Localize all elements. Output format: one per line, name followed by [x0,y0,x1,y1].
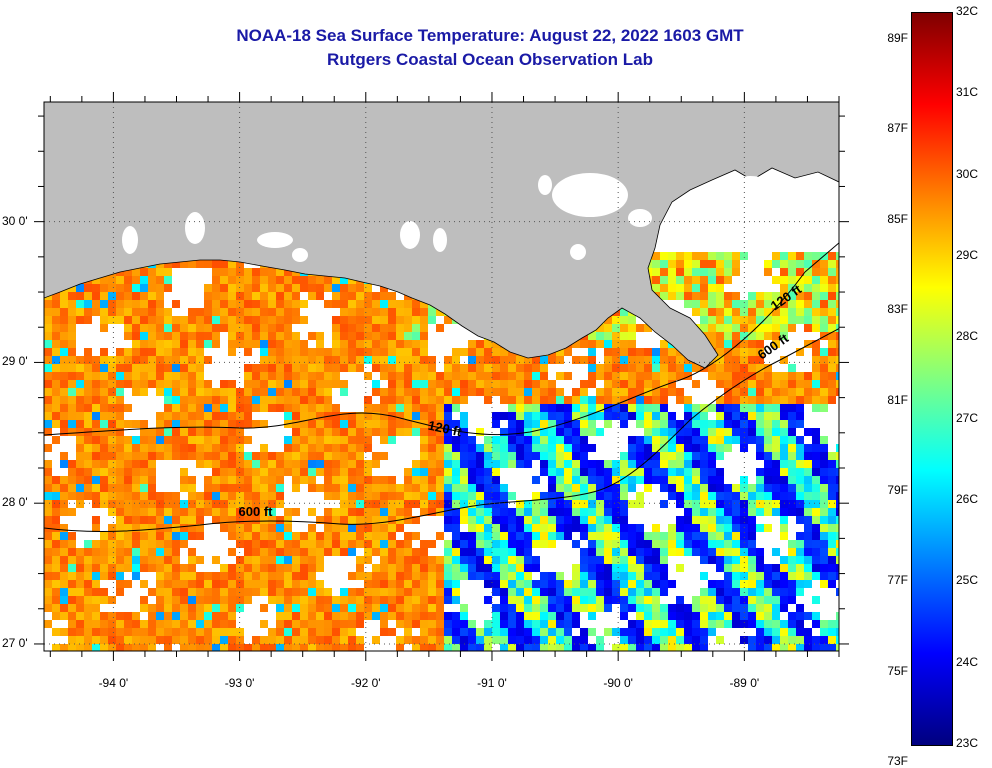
lon-label: -94 0' [98,676,129,690]
colorbar-celsius-label: 30C [956,166,979,181]
lat-label: 27 0' [2,635,28,650]
depth-contours [44,242,839,532]
colorbar-celsius-label: 24C [956,654,979,669]
temperature-colorbar [911,12,953,746]
colorbar-fahrenheit-label: 75F [887,663,908,678]
contour-600ft [44,327,839,532]
lat-label: 30 0' [2,213,28,228]
colorbar-celsius-label: 23C [956,736,979,750]
colorbar-celsius-label: 27C [956,410,979,425]
lon-label: -93 0' [224,676,255,690]
contour-label: 600 ft [238,504,273,520]
colorbar-fahrenheit-label: 89F [887,31,908,46]
colorbar-fahrenheit-label: 77F [887,573,908,588]
colorbar-celsius-label: 31C [956,85,979,100]
colorbar-fahrenheit-label: 79F [887,482,908,497]
colorbar-celsius-label: 25C [956,573,979,588]
lon-label: -89 0' [729,676,760,690]
lat-label: 28 0' [2,495,28,510]
lat-label: 29 0' [2,354,28,369]
colorbar-fahrenheit-label: 73F [887,754,908,768]
inland-lakes [122,173,775,262]
lon-label: -92 0' [350,676,381,690]
map-frame [43,101,840,652]
colorbar-celsius-label: 32C [956,4,979,18]
contour-120ft-west [44,242,839,436]
colorbar-fahrenheit-label: 85F [887,211,908,226]
lon-label: -91 0' [477,676,507,690]
lon-label: -90 0' [603,676,633,690]
colorbar-fahrenheit-label: 87F [887,121,908,136]
colorbar-fahrenheit-label: 81F [887,392,908,407]
sst-data-layer [44,252,839,651]
colorbar-celsius-label: 28C [956,329,979,344]
map-subtitle: Rutgers Coastal Ocean Observation Lab [327,50,653,69]
frame-ticks [34,92,849,661]
colorbar-fahrenheit-label: 83F [887,302,908,317]
colorbar-celsius-label: 29C [956,248,979,262]
map-title: NOAA-18 Sea Surface Temperature: August … [236,26,744,45]
colorbar-celsius-label: 26C [956,492,979,506]
